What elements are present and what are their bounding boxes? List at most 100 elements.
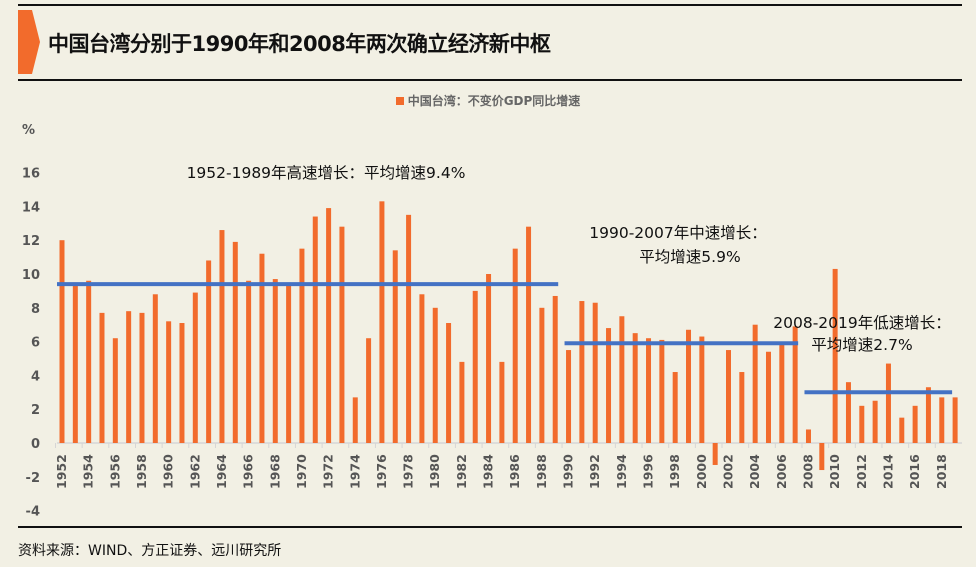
x-tick-label: 1956 [107, 454, 122, 489]
bar-1988 [539, 307, 545, 443]
bar-1974 [352, 397, 358, 443]
bar-1996 [646, 338, 652, 443]
bar-2008 [805, 429, 811, 443]
bar-2000 [699, 336, 705, 443]
title-flag-icon [18, 10, 40, 74]
period-annotation: 2008-2019年低速增长： [773, 314, 951, 332]
x-tick-label: 1964 [214, 454, 229, 489]
bar-1979 [419, 294, 425, 443]
legend-label: 中国台湾：不变价GDP同比增速 [407, 94, 581, 108]
x-tick-label: 2018 [934, 454, 949, 489]
x-tick-label: 1974 [347, 454, 362, 489]
period-annotation-avg: 平均增速5.9% [639, 248, 740, 266]
x-tick-label: 1982 [454, 454, 469, 489]
x-tick-label: 2002 [721, 454, 736, 489]
bar-1973 [339, 226, 345, 443]
y-tick-label: 16 [22, 167, 40, 182]
bar-1975 [366, 338, 372, 443]
bar-2017 [925, 387, 931, 443]
title-rule [18, 79, 962, 81]
x-tick-label: 1978 [401, 454, 416, 489]
bar-1971 [312, 216, 318, 443]
bar-2018 [939, 397, 945, 443]
bar-1966 [246, 280, 252, 443]
bar-1958 [139, 312, 145, 443]
bar-1991 [579, 301, 585, 443]
x-tick-label: 1980 [427, 454, 442, 489]
bar-1964 [219, 230, 225, 443]
bar-1959 [152, 294, 158, 443]
bar-1993 [606, 328, 612, 443]
bar-2006 [779, 344, 785, 443]
bar-1955 [99, 312, 105, 443]
period-annotation-avg: 平均增速2.7% [811, 336, 912, 354]
bar-2002 [726, 350, 731, 443]
y-tick-label: -2 [26, 471, 40, 486]
y-tick-label: 6 [31, 336, 40, 351]
bar-1965 [232, 241, 238, 443]
bar-1985 [499, 361, 505, 443]
chart-legend: 中国台湾：不变价GDP同比增速 [0, 92, 976, 109]
x-tick-label: 1966 [241, 454, 256, 489]
bar-2007 [792, 326, 798, 443]
x-tick-label: 2004 [747, 454, 762, 489]
x-tick-label: 1994 [614, 454, 629, 489]
x-tick-label: 1958 [134, 454, 149, 489]
bar-2009 [819, 443, 825, 471]
bar-1997 [659, 339, 665, 443]
bar-1977 [392, 250, 398, 443]
x-tick-label: 2012 [854, 454, 869, 489]
x-tick-label: 1988 [534, 454, 549, 489]
x-tick-label: 2006 [774, 454, 789, 489]
bar-1960 [166, 321, 172, 443]
bar-1998 [672, 372, 678, 443]
x-tick-label: 2014 [880, 454, 895, 489]
bar-1962 [192, 292, 198, 443]
bar-1967 [259, 253, 265, 443]
bar-1981 [446, 323, 452, 443]
bottom-rule [18, 526, 962, 528]
bar-1980 [432, 307, 438, 443]
bar-1989 [552, 295, 558, 443]
x-tick-label: 1990 [561, 454, 576, 489]
bar-1994 [619, 316, 625, 443]
x-tick-label: 1960 [161, 454, 176, 489]
top-rule [18, 4, 962, 6]
period-annotation: 1952-1989年高速增长：平均增速9.4% [187, 164, 466, 182]
bar-1969 [286, 282, 292, 443]
y-tick-label: 10 [22, 268, 40, 283]
bar-2019 [952, 397, 958, 443]
x-tick-label: 2008 [800, 454, 815, 489]
source-note: 资料来源：WIND、方正证券、远川研究所 [18, 543, 282, 559]
y-axis-label: % [22, 123, 35, 138]
x-tick-label: 1984 [481, 454, 496, 489]
bar-2003 [739, 372, 745, 443]
bar-1954 [86, 280, 92, 443]
bar-2012 [859, 405, 865, 443]
x-tick-label: 1992 [587, 454, 602, 489]
bar-1987 [526, 226, 532, 443]
bar-1963 [206, 260, 212, 443]
bar-1992 [592, 302, 598, 443]
bar-1982 [459, 361, 465, 443]
x-tick-label: 2000 [694, 454, 709, 489]
bar-1990 [566, 350, 572, 443]
bar-1986 [512, 248, 518, 443]
x-tick-label: 1986 [507, 454, 522, 489]
y-tick-label: 4 [31, 369, 40, 384]
bar-2014 [885, 363, 891, 443]
y-tick-label: 12 [22, 234, 40, 249]
bar-2001 [712, 443, 718, 465]
x-tick-label: 1972 [321, 454, 336, 489]
bar-1972 [326, 208, 332, 443]
bar-2010 [832, 268, 838, 443]
x-tick-label: 2016 [907, 454, 922, 489]
bar-1953 [72, 282, 78, 443]
bar-2004 [752, 324, 758, 443]
bar-1956 [112, 338, 118, 443]
bar-2013 [872, 400, 878, 443]
y-tick-label: -4 [26, 505, 40, 520]
bar-1978 [406, 214, 412, 443]
x-tick-label: 1998 [667, 454, 682, 489]
